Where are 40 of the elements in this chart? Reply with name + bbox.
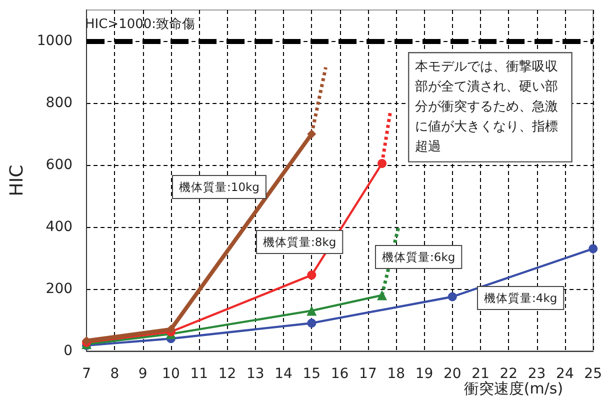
y-axis-title: HIC <box>6 164 28 196</box>
series-label: 機体質量:10kg <box>179 180 260 194</box>
x-tick-label: 17 <box>359 366 377 382</box>
x-tick-label: 20 <box>443 366 462 382</box>
x-tick-label: 9 <box>138 366 148 382</box>
point <box>378 158 387 168</box>
x-tick-label: 19 <box>415 366 434 382</box>
point <box>588 244 598 254</box>
x-tick-label: 16 <box>330 366 349 382</box>
x-tick-label: 13 <box>246 366 264 382</box>
point <box>377 290 388 300</box>
point <box>307 270 316 280</box>
point <box>448 292 457 302</box>
y-tick-label: 0 <box>64 343 73 359</box>
y-tick-label: 800 <box>46 95 73 111</box>
x-tick-label: 18 <box>387 366 406 382</box>
y-tick-label: 600 <box>46 157 73 173</box>
x-tick-label: 7 <box>82 366 91 382</box>
x-tick-label: 23 <box>528 366 546 382</box>
x-tick-label: 14 <box>274 366 293 382</box>
x-tick-label: 10 <box>162 366 180 382</box>
point <box>306 306 317 316</box>
point <box>307 318 316 328</box>
x-tick-label: 21 <box>472 366 490 382</box>
y-tick-label: 400 <box>46 219 73 235</box>
x-tick-label: 11 <box>190 366 208 382</box>
point <box>307 130 316 138</box>
text: 機体質量:6kg <box>382 250 456 264</box>
x-tick-label: 8 <box>110 366 120 382</box>
annotation: 本モデルでは、衝撃吸収部が全て潰され、硬い部分が衝突するため、急激に値が大きくなり、指標超過 <box>415 60 558 155</box>
x-tick-label: 12 <box>218 366 236 382</box>
series-label: 機体質量:4kg <box>484 291 558 305</box>
x-tick-label: 15 <box>302 366 321 382</box>
x-axis-title: 衝突速度(m/s) <box>464 380 564 398</box>
x-tick-label: 24 <box>556 366 574 382</box>
series-label: 機体質量:8kg <box>263 235 336 249</box>
y-tick-label: 1000 <box>36 33 73 49</box>
y-tick-label: 200 <box>46 281 73 297</box>
x-tick-label: 22 <box>500 366 518 382</box>
x-tick-label: 25 <box>584 366 602 382</box>
